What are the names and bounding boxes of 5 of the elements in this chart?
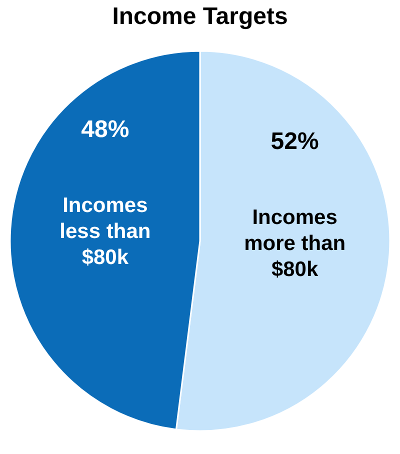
slice-label: Incomes less than $80k — [60, 194, 151, 270]
data-label: 48% — [81, 116, 130, 144]
slice-label: Incomes more than $80k — [244, 206, 346, 281]
data-label: 52% — [270, 128, 319, 155]
chart-title: Income Targets — [112, 3, 288, 30]
